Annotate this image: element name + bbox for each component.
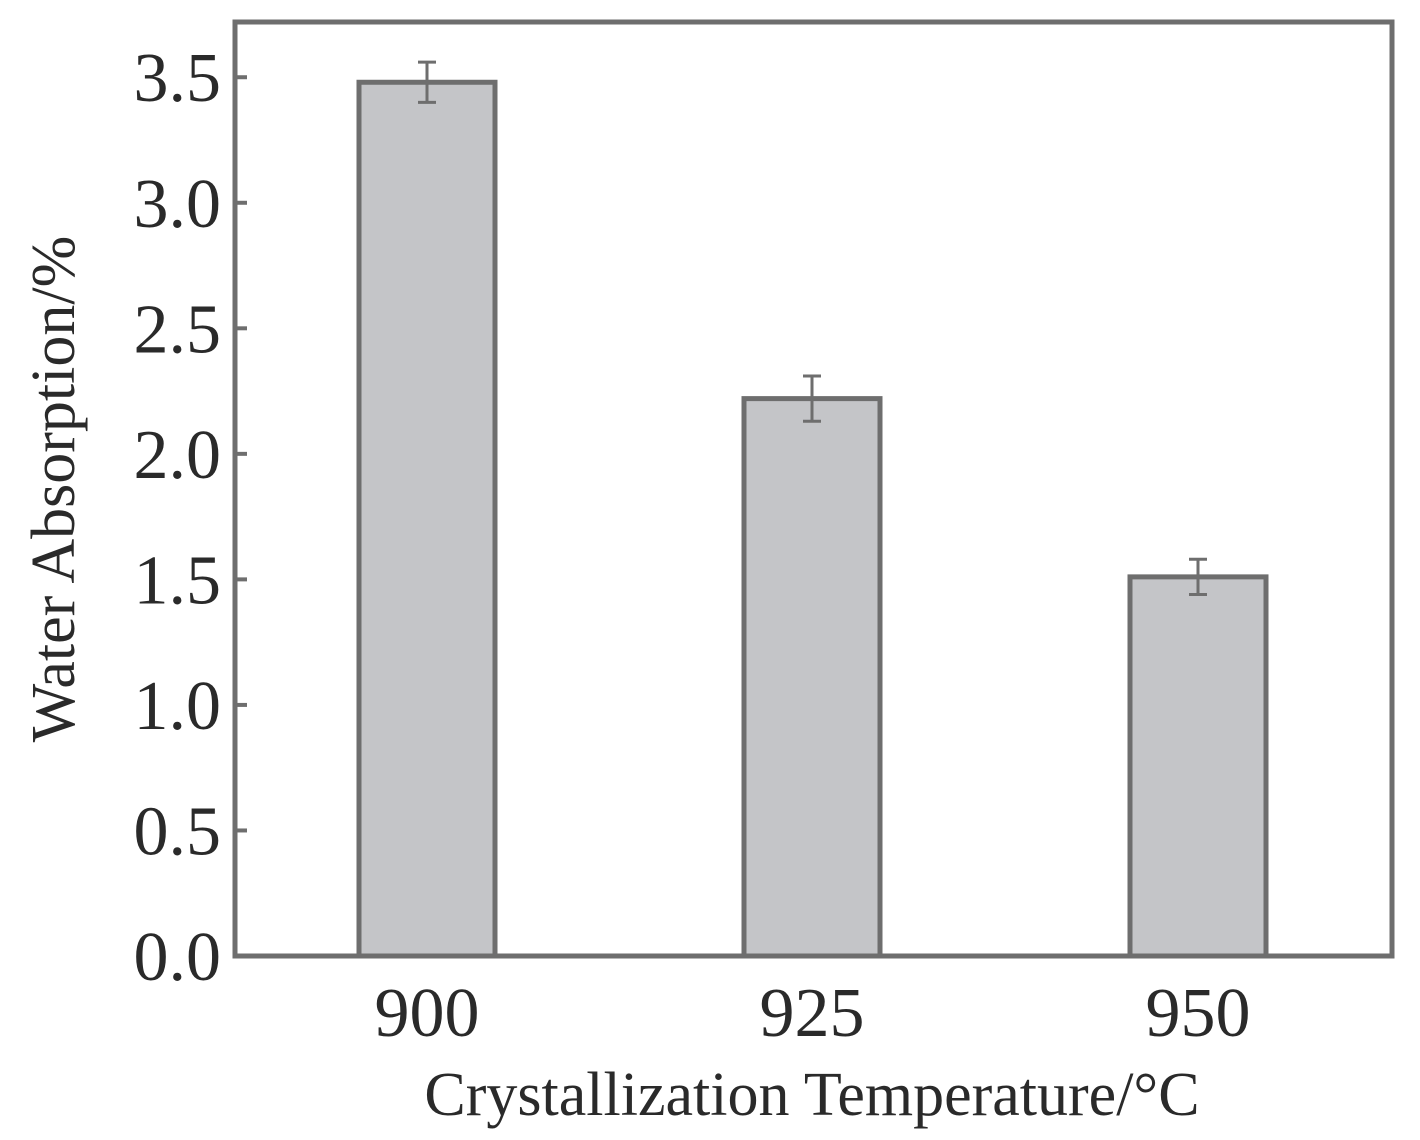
error-bar-950	[1189, 557, 1207, 596]
y-tick-label: 2.5	[134, 291, 222, 368]
y-tick-label: 3.5	[134, 40, 222, 117]
error-bar-900	[418, 60, 436, 104]
bar-950	[1127, 574, 1269, 959]
y-tick-label: 3.0	[134, 166, 222, 243]
y-tick-label: 1.5	[134, 542, 222, 619]
y-axis: 0.0 0.5 1.0 1.5 2.0 2.5 3.0 3.5	[134, 40, 247, 996]
x-axis: 900 925 950	[375, 942, 1251, 1052]
x-tick-label: 900	[375, 975, 480, 1052]
bar-925	[741, 396, 883, 959]
x-axis-title: Crystallization Temperature/°C	[424, 1061, 1199, 1129]
y-tick-label: 1.0	[134, 668, 222, 745]
error-bar-925	[803, 374, 821, 423]
bar-series	[356, 79, 1269, 959]
y-tick-label: 0.5	[134, 793, 222, 870]
y-axis-title: Water Absorption/%	[20, 236, 88, 742]
bar-900	[356, 79, 498, 959]
y-tick-label: 2.0	[134, 417, 222, 494]
y-tick-label: 0.0	[134, 919, 222, 996]
error-bars	[418, 60, 1207, 596]
x-tick-label: 925	[760, 975, 865, 1052]
x-tick-label: 950	[1146, 975, 1251, 1052]
